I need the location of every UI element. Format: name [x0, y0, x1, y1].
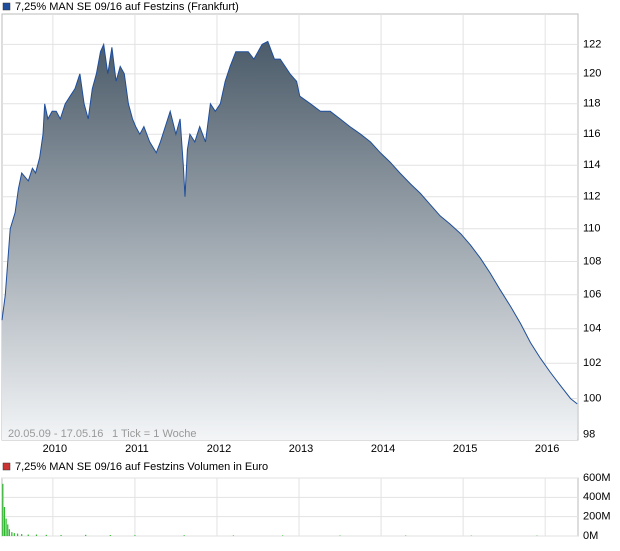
- bar: [233, 535, 234, 536]
- y-tick-label: 600M: [583, 472, 611, 484]
- chart-title: 7,25% MAN SE 09/16 auf Festzins (Frankfu…: [15, 1, 239, 13]
- bar: [7, 524, 8, 536]
- y-tick-label: 114: [583, 159, 601, 171]
- y-tick-label: 0M: [583, 530, 598, 542]
- chart-title: 7,25% MAN SE 09/16 auf Festzins Volumen …: [15, 461, 268, 473]
- y-tick-label: 100: [583, 392, 601, 404]
- bar: [46, 535, 47, 536]
- bar: [60, 535, 61, 536]
- bar: [2, 484, 3, 536]
- y-tick-label: 400M: [583, 491, 611, 503]
- y-tick-label: 102: [583, 357, 601, 369]
- bar: [21, 534, 22, 536]
- bar: [9, 529, 10, 536]
- bar: [14, 533, 15, 536]
- x-tick-label: 2010: [43, 443, 67, 455]
- legend-marker: [3, 463, 10, 470]
- plot-area: [2, 478, 578, 536]
- bar: [85, 535, 86, 536]
- x-tick-label: 2012: [207, 443, 231, 455]
- bar: [36, 535, 37, 536]
- y-tick-label: 104: [583, 323, 601, 335]
- y-tick-label: 106: [583, 289, 601, 301]
- x-tick-label: 2011: [125, 443, 149, 455]
- annotation: 20.05.09 - 17.05.16: [8, 428, 103, 440]
- bar: [17, 534, 18, 536]
- y-tick-label: 110: [583, 223, 601, 235]
- x-tick-label: 2013: [289, 443, 313, 455]
- y-tick-label: 98: [583, 428, 595, 440]
- annotation: 1 Tick = 1 Woche: [112, 428, 196, 440]
- bar: [134, 535, 135, 536]
- y-tick-label: 200M: [583, 511, 611, 523]
- x-tick-label: 2015: [453, 443, 477, 455]
- y-tick-label: 122: [583, 38, 601, 50]
- bar: [4, 507, 5, 536]
- bar: [28, 535, 29, 536]
- bar: [282, 535, 283, 536]
- y-tick-label: 116: [583, 128, 601, 140]
- bar: [6, 519, 7, 536]
- legend-marker: [3, 3, 10, 10]
- y-tick-label: 120: [583, 68, 601, 80]
- x-tick-label: 2014: [371, 443, 395, 455]
- bar: [11, 532, 12, 536]
- y-tick-label: 108: [583, 255, 601, 267]
- bar: [184, 535, 185, 536]
- y-tick-label: 118: [583, 98, 601, 110]
- x-tick-label: 2016: [535, 443, 559, 455]
- y-tick-label: 112: [583, 191, 601, 203]
- bar: [110, 535, 111, 536]
